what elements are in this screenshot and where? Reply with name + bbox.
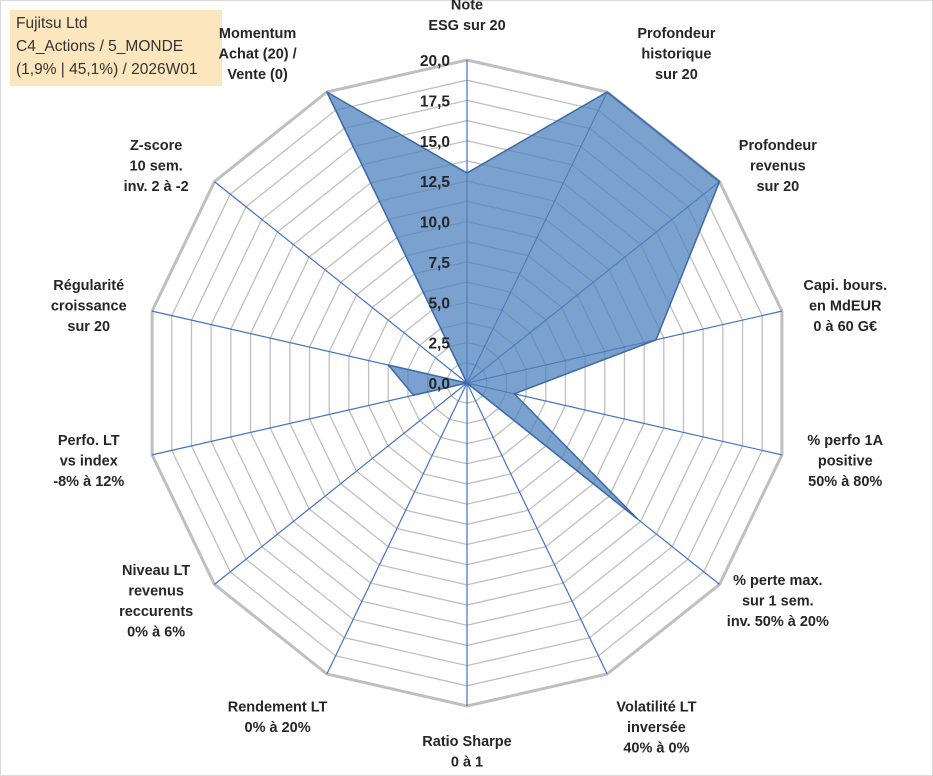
axis-spoke (466, 382, 608, 675)
axis-label-line: Régularité (53, 278, 124, 294)
axis-label-line: Perfo. LT (58, 433, 120, 449)
axis-label-line: vs index (60, 454, 118, 470)
axis-label-line: croissance (51, 298, 127, 314)
info-category: C4_Actions / 5_MONDE (16, 38, 184, 55)
axis-label: Perfo. LT vs index -8% à 12% (53, 433, 124, 490)
tick-label: 0,0 (428, 376, 450, 393)
axis-label: Momentum Achat (20) / Vente (0) (218, 26, 296, 83)
tick-label: 10,0 (420, 215, 450, 232)
tick-label: 15,0 (420, 134, 450, 151)
axis-label-line: Ratio Sharpe (422, 734, 511, 750)
axis-label-line: 50% à 80% (808, 474, 882, 490)
axis-label-line: revenus (128, 583, 184, 599)
axis-label: Volatilité LT inversée 40% à 0% (616, 699, 696, 756)
axis-label: Z-score 10 sem. inv. 2 à -2 (124, 138, 189, 195)
axis-label-line: sur 20 (67, 319, 110, 335)
axis-spoke (214, 382, 468, 585)
axis-label: Note ESG sur 20 (428, 0, 505, 34)
axis-label: % perte max. sur 1 sem. inv. 50% à 20% (727, 573, 829, 630)
axis-label: Profondeur historique sur 20 (637, 26, 715, 83)
axis-spoke (214, 181, 468, 384)
axis-label-line: -8% à 12% (53, 474, 124, 490)
axis-label-line: en MdEUR (809, 298, 882, 314)
tick-label: 20,0 (420, 53, 450, 70)
axis-label-line: Note (451, 0, 483, 14)
axis-label-line: Momentum (219, 26, 296, 42)
axis-label-line: Niveau LT (122, 563, 190, 579)
tick-label: 12,5 (420, 174, 451, 191)
radar-tick-labels: 0,0 2,5 5,0 7,5 10,0 12,5 15,0 17,5 20,0 (420, 53, 451, 393)
axis-label-line: inversée (627, 720, 686, 736)
info-stats: (1,9% | 45,1%) / 2026W01 (16, 61, 198, 78)
axis-label-line: Achat (20) / (218, 47, 296, 63)
axis-label: Niveau LT revenus reccurents 0% à 6% (119, 563, 193, 641)
axis-spoke (466, 382, 783, 456)
info-title: Fujitsu Ltd (16, 15, 88, 32)
tick-label: 2,5 (428, 336, 450, 353)
axis-label-line: Profondeur (739, 138, 817, 154)
axis-label-line: Z-score (130, 138, 182, 154)
axis-label-line: 0% à 6% (127, 624, 185, 640)
axis-label-line: ESG sur 20 (428, 18, 505, 34)
axis-label: % perfo 1A positive 50% à 80% (807, 433, 883, 490)
axis-label: Ratio Sharpe 0 à 1 (422, 734, 511, 771)
axis-label: Profondeur revenus sur 20 (739, 138, 817, 195)
axis-label-line: 0% à 20% (245, 720, 311, 736)
axis-label-line: revenus (750, 158, 806, 174)
axis-label-line: Capi. bours. (803, 278, 887, 294)
axis-label-line: sur 20 (756, 179, 799, 195)
axis-label-line: 40% à 0% (623, 740, 689, 756)
axis-label: Rendement LT 0% à 20% (228, 699, 328, 736)
axis-label-line: inv. 50% à 20% (727, 614, 829, 630)
axis-label-line: inv. 2 à -2 (124, 179, 189, 195)
info-box: Fujitsu Ltd C4_Actions / 5_MONDE (1,9% |… (10, 10, 222, 86)
axis-label-line: Vente (0) (227, 67, 288, 83)
axis-label-line: 0 à 1 (451, 755, 483, 771)
axis-label: Capi. bours. en MdEUR 0 à 60 G€ (803, 278, 887, 335)
axis-label-line: positive (818, 454, 873, 470)
axis-label-line: reccurents (119, 604, 193, 620)
axis-label-line: Profondeur (637, 26, 715, 42)
series-area (326, 91, 721, 520)
axis-label-line: % perfo 1A (807, 433, 883, 449)
axis-label-line: 10 sem. (130, 158, 183, 174)
axis-label-line: historique (641, 47, 711, 63)
axis-label-line: Rendement LT (228, 699, 328, 715)
axis-label-line: % perte max. (733, 573, 822, 589)
tick-label: 5,0 (428, 295, 450, 312)
radar-series (326, 91, 721, 520)
axis-label-line: 0 à 60 G€ (813, 319, 877, 335)
tick-label: 7,5 (428, 255, 450, 272)
radar-axis-labels: Note ESG sur 20 Profondeur historique sur 20… (51, 0, 887, 771)
axis-label-line: sur 20 (655, 67, 698, 83)
axis-label-line: sur 1 sem. (742, 594, 814, 610)
tick-label: 17,5 (420, 93, 451, 110)
axis-label: Régularité croissance sur 20 (51, 278, 127, 335)
axis-label-line: Volatilité LT (616, 699, 696, 715)
axis-spoke (326, 382, 468, 675)
